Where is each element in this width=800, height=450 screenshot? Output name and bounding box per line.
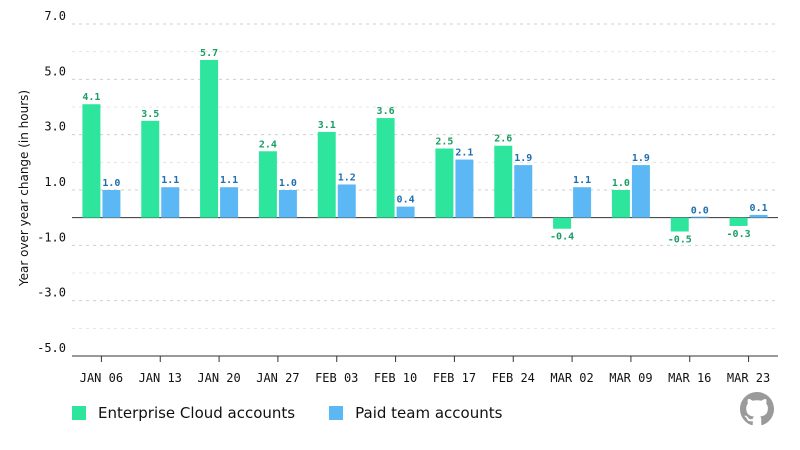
bar-enterprise[interactable] xyxy=(376,118,395,218)
bar-paid-team[interactable] xyxy=(690,216,709,218)
bar-paid-team[interactable] xyxy=(337,184,356,218)
y-tick-label: -1.0 xyxy=(37,230,66,244)
data-label-paid-team: 1.1 xyxy=(161,175,179,186)
bar-enterprise[interactable] xyxy=(611,190,630,218)
bar-enterprise[interactable] xyxy=(141,120,160,218)
bar-paid-team[interactable] xyxy=(631,165,650,218)
legend-swatch-paid-team xyxy=(329,406,344,420)
bar-enterprise[interactable] xyxy=(435,148,454,218)
x-tick-label: FEB 10 xyxy=(374,371,417,385)
data-label-enterprise: -0.4 xyxy=(550,232,574,243)
data-label-paid-team: 1.2 xyxy=(338,172,356,183)
legend: Enterprise Cloud accounts Paid team acco… xyxy=(72,404,536,422)
data-label-enterprise: -0.5 xyxy=(668,235,692,246)
x-tick-label: MAR 09 xyxy=(609,371,652,385)
bar-paid-team[interactable] xyxy=(161,187,180,218)
data-label-enterprise: 2.5 xyxy=(435,137,453,148)
gridlines xyxy=(72,23,778,357)
x-axis-ticks: JAN 06 JAN 13 JAN 20 JAN 27 FEB 03 FEB 10 FEB … xyxy=(80,356,770,385)
legend-item-paid-team[interactable]: Paid team accounts xyxy=(329,404,502,422)
github-logo-icon xyxy=(740,392,774,426)
data-label-paid-team: 0.1 xyxy=(750,203,768,214)
data-label-paid-team: 1.1 xyxy=(573,175,591,186)
bar-paid-team[interactable] xyxy=(278,190,297,218)
x-tick-label: JAN 06 xyxy=(80,371,123,385)
bar-enterprise[interactable] xyxy=(317,131,336,218)
bar-paid-team[interactable] xyxy=(455,159,474,218)
x-tick-label: MAR 16 xyxy=(668,371,711,385)
y-tick-label: 7.0 xyxy=(44,9,66,23)
y-tick-label: 5.0 xyxy=(44,64,66,78)
y-tick-label: 3.0 xyxy=(44,120,66,134)
legend-swatch-enterprise xyxy=(72,406,86,420)
bars xyxy=(82,59,768,232)
bar-paid-team[interactable] xyxy=(102,190,121,218)
data-label-paid-team: 1.9 xyxy=(632,153,650,164)
bar-enterprise[interactable] xyxy=(553,217,572,229)
bar-paid-team[interactable] xyxy=(220,187,239,218)
data-label-enterprise: 2.4 xyxy=(259,139,277,150)
data-label-enterprise: 4.1 xyxy=(82,92,100,103)
bar-enterprise[interactable] xyxy=(494,145,513,218)
x-tick-label: FEB 17 xyxy=(433,371,476,385)
bar-paid-team[interactable] xyxy=(514,165,533,218)
legend-item-enterprise[interactable]: Enterprise Cloud accounts xyxy=(72,404,295,422)
x-tick-label: MAR 23 xyxy=(727,371,770,385)
data-label-paid-team: 0.4 xyxy=(397,195,415,206)
data-label-enterprise: 3.6 xyxy=(377,106,395,117)
bar-enterprise[interactable] xyxy=(729,217,748,226)
data-label-enterprise: 5.7 xyxy=(200,48,218,59)
bar-enterprise[interactable] xyxy=(670,217,689,232)
bar-enterprise[interactable] xyxy=(82,104,101,218)
legend-label-paid-team: Paid team accounts xyxy=(355,404,503,422)
bar-enterprise[interactable] xyxy=(200,59,219,218)
y-axis-ticks: 7.0 5.0 3.0 1.0 -1.0 -3.0 -5.0 xyxy=(37,9,66,355)
y-tick-label: 1.0 xyxy=(44,175,66,189)
bar-paid-team[interactable] xyxy=(396,206,415,218)
y-tick-label: -5.0 xyxy=(37,341,66,355)
data-label-enterprise: -0.3 xyxy=(727,229,751,240)
data-label-paid-team: 2.1 xyxy=(455,148,473,159)
data-label-enterprise: 3.1 xyxy=(318,120,336,131)
data-label-paid-team: 1.1 xyxy=(220,175,238,186)
x-tick-label: JAN 27 xyxy=(256,371,299,385)
x-tick-label: MAR 02 xyxy=(550,371,593,385)
x-tick-label: JAN 13 xyxy=(139,371,182,385)
data-label-paid-team: 1.0 xyxy=(279,178,297,189)
bar-paid-team[interactable] xyxy=(573,187,592,218)
data-labels: 4.11.03.51.15.71.12.41.03.11.23.60.42.52… xyxy=(82,48,767,246)
data-label-paid-team: 0.0 xyxy=(691,206,709,217)
y-axis-label: Year over year change (in hours) xyxy=(17,90,31,287)
data-label-paid-team: 1.9 xyxy=(514,153,532,164)
data-label-enterprise: 2.6 xyxy=(494,134,512,145)
y-tick-label: -3.0 xyxy=(37,286,66,300)
x-tick-label: FEB 24 xyxy=(492,371,535,385)
bar-paid-team[interactable] xyxy=(749,214,768,218)
x-tick-label: FEB 03 xyxy=(315,371,358,385)
data-label-enterprise: 3.5 xyxy=(141,109,159,120)
data-label-enterprise: 1.0 xyxy=(612,178,630,189)
bar-enterprise[interactable] xyxy=(258,151,277,218)
x-tick-label: JAN 20 xyxy=(197,371,240,385)
legend-label-enterprise: Enterprise Cloud accounts xyxy=(98,404,296,422)
data-label-paid-team: 1.0 xyxy=(102,178,120,189)
